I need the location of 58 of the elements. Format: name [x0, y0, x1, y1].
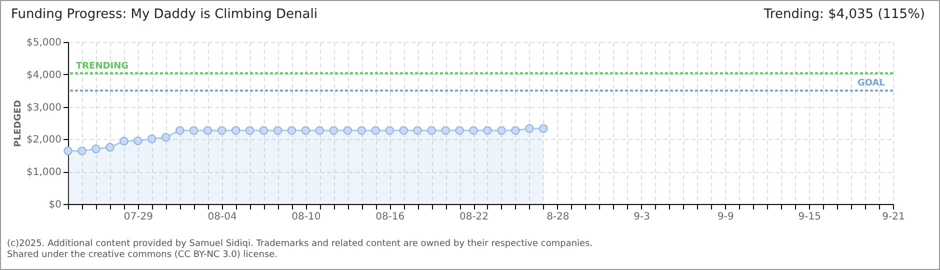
point	[64, 146, 72, 156]
point	[134, 136, 142, 146]
x-tick-label: 07-29	[124, 212, 153, 222]
y-tick-label: $0	[48, 200, 62, 210]
point	[399, 126, 408, 135]
x-tick-label: 08-10	[292, 212, 321, 222]
point	[371, 126, 380, 135]
point	[385, 126, 394, 135]
point	[120, 136, 128, 146]
point	[357, 126, 366, 135]
point	[231, 126, 240, 135]
point	[469, 126, 478, 135]
point	[245, 126, 254, 135]
x-tick-label: 08-22	[459, 212, 489, 222]
ref-line-label: GOAL	[858, 78, 886, 89]
text: (c)2025. Additional content provided by Samuel Sidiqi. Trademarks and related content are owned by their respective companies.	[7, 239, 594, 250]
y-tick-label: $1,000	[26, 167, 62, 178]
x-tick-label: 08-16	[376, 212, 405, 222]
point	[511, 126, 520, 135]
x-tick-label: 9-3	[634, 212, 650, 222]
text: Shared under the creative commons (CC BY-NC 3.0) license.	[7, 250, 279, 261]
x-tick-label: 08-04	[208, 212, 237, 222]
point	[315, 126, 324, 135]
point	[497, 126, 506, 135]
point	[162, 132, 170, 142]
point	[259, 126, 268, 135]
chart-title: Funding Progress: My Daddy is Climbing Denali	[11, 7, 318, 24]
point	[273, 126, 282, 135]
point	[78, 146, 86, 156]
point	[203, 126, 212, 135]
x-tick-label: 9-9	[718, 212, 734, 222]
point	[525, 124, 534, 133]
point	[301, 126, 310, 135]
point	[427, 126, 436, 135]
y-tick-label: $2,000	[26, 134, 62, 146]
text: Trending: $4,035 (115%)	[764, 7, 925, 24]
point	[343, 126, 352, 135]
x-tick-label: 9-15	[798, 212, 821, 222]
y-axis-title: PLEDGED	[14, 100, 24, 147]
point	[175, 126, 184, 135]
point	[148, 134, 156, 144]
point	[455, 126, 464, 135]
point	[92, 144, 100, 154]
point	[287, 126, 296, 135]
point	[413, 126, 422, 135]
y-tick-label: $3,000	[26, 102, 62, 114]
point	[539, 124, 548, 133]
y-tick-label: $5,000	[26, 38, 62, 48]
x-tick-label: 8-28	[546, 212, 570, 222]
point	[106, 142, 114, 152]
ref-line-label: TRENDING	[76, 61, 128, 72]
x-tick-label: 9-21	[882, 212, 905, 222]
y-tick-label: $4,000	[26, 70, 62, 81]
point	[329, 126, 338, 135]
point	[189, 126, 198, 135]
point	[217, 126, 226, 135]
point	[441, 126, 450, 135]
point	[483, 126, 492, 135]
